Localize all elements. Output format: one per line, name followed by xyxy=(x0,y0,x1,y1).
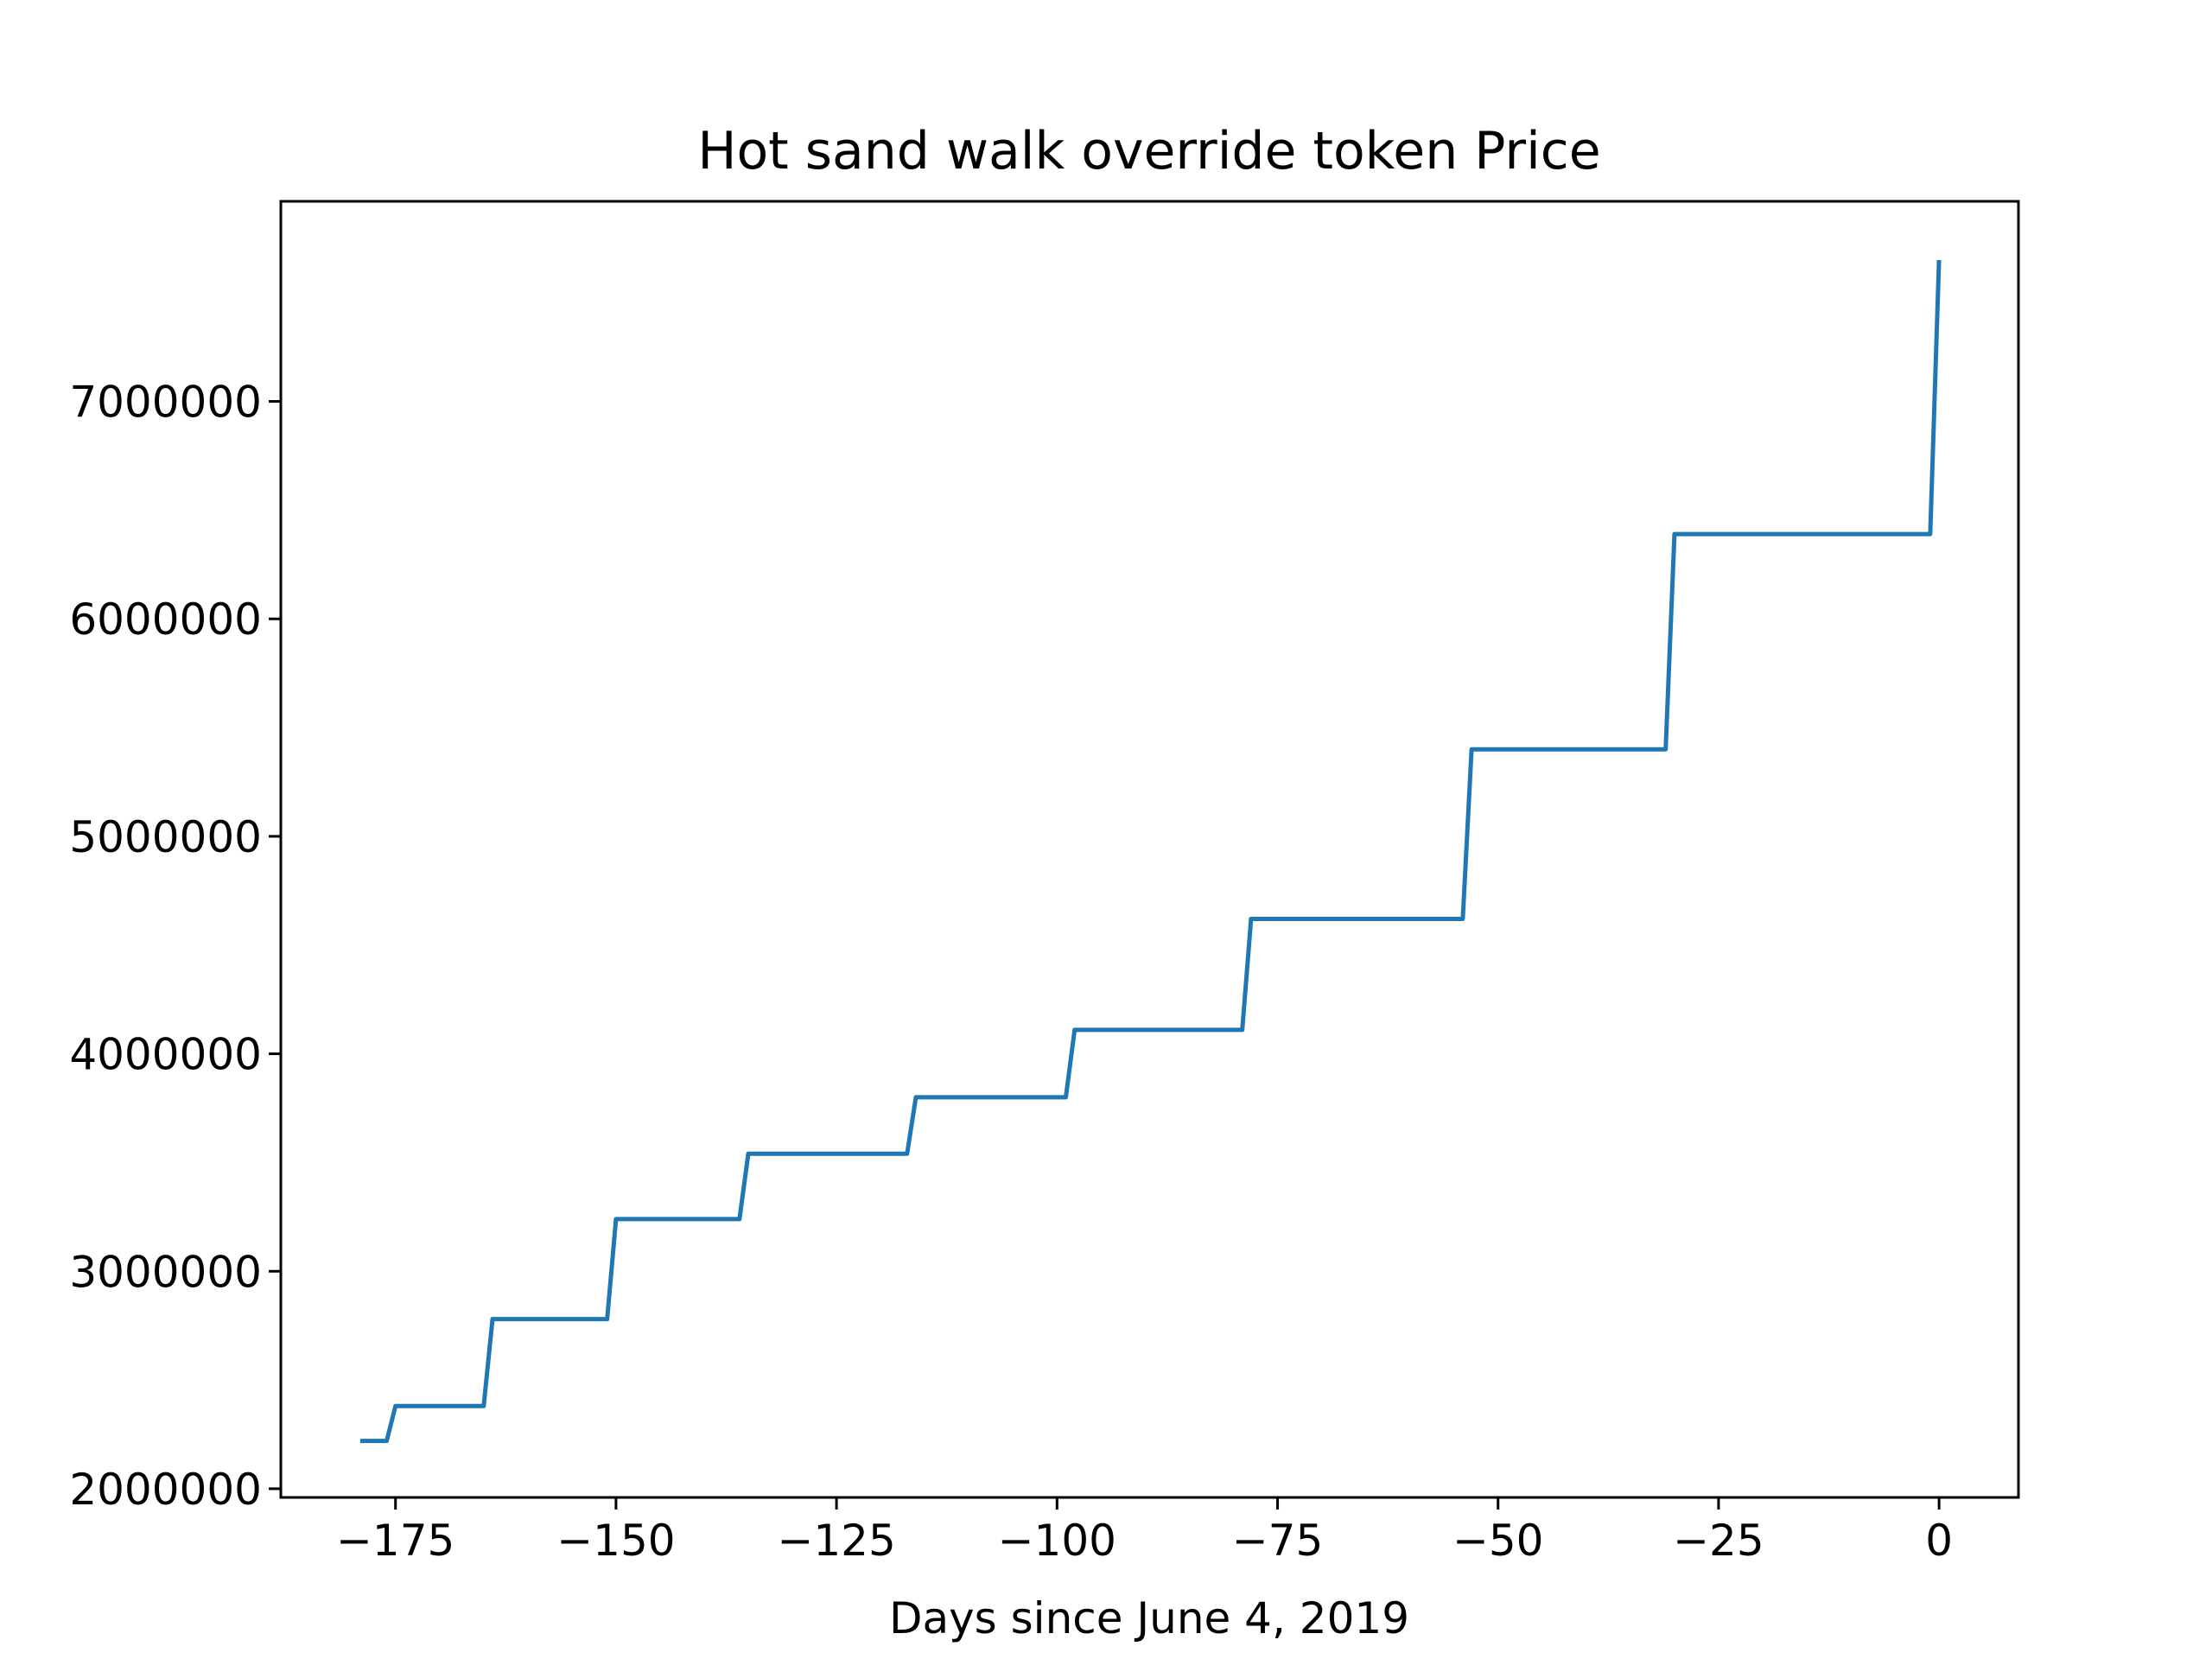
x-axis: −175 −150 −125 −100 −75 −50 −25 0 xyxy=(336,1497,1953,1566)
plot-area xyxy=(359,259,1942,1444)
x-tick-label: −50 xyxy=(1452,1516,1544,1566)
y-tick-label: 2000000 xyxy=(69,1465,262,1515)
x-tick-label: −100 xyxy=(998,1516,1116,1566)
y-tick-label: 3000000 xyxy=(69,1247,262,1297)
x-tick-label: −175 xyxy=(336,1516,454,1566)
y-tick-label: 5000000 xyxy=(69,812,262,862)
y-tick-label: 7000000 xyxy=(69,378,262,428)
x-axis-label: Days since June 4, 2019 xyxy=(889,1593,1409,1643)
x-tick-label: −125 xyxy=(777,1516,895,1566)
y-tick-label: 4000000 xyxy=(69,1030,262,1080)
x-tick-label: −25 xyxy=(1673,1516,1764,1566)
chart-title: Hot sand walk override token Price xyxy=(697,121,1600,181)
x-tick-label: 0 xyxy=(1925,1516,1953,1566)
x-tick-label: −150 xyxy=(556,1516,675,1566)
x-tick-label: −75 xyxy=(1232,1516,1324,1566)
price-series-line xyxy=(359,259,1942,1444)
axes-frame xyxy=(279,200,2020,1499)
y-tick-label: 6000000 xyxy=(69,594,262,645)
y-axis: 2000000 3000000 4000000 5000000 6000000 70000… xyxy=(69,378,281,1515)
